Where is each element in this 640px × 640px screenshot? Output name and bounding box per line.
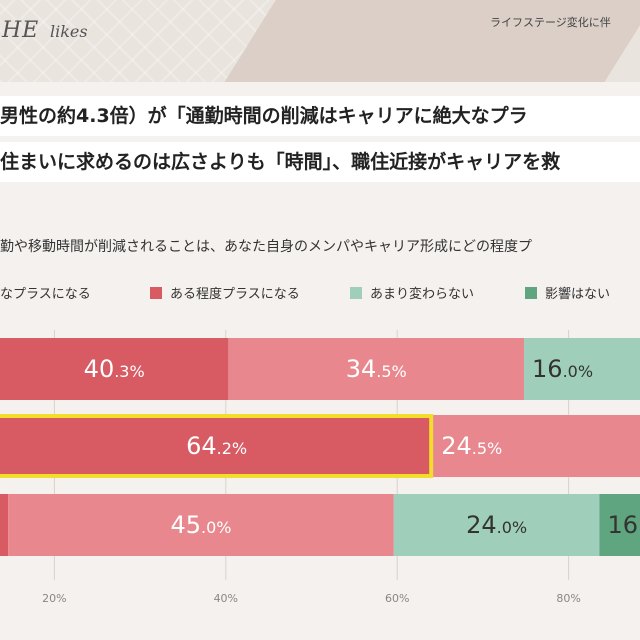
- bar-segment-no-change: [524, 338, 640, 400]
- legend-item-no-effect: 影響はない: [525, 286, 610, 304]
- bar-value-label: 16.: [607, 511, 640, 539]
- logo-sub: likes: [50, 22, 88, 41]
- logo: HE: [2, 18, 40, 43]
- legend-swatch-some-plus: [150, 287, 162, 299]
- header-banner: HE likes ライフステージ変化に伴: [0, 0, 640, 82]
- header-caption: ライフステージ変化に伴: [490, 16, 611, 29]
- bar-segment-great-plus: [0, 338, 229, 400]
- legend-label-some-plus: ある程度プラスになる: [170, 287, 300, 302]
- bar-segment-some-plus: [8, 494, 394, 556]
- survey-question: 勤や移動時間が削減されることは、あなた自身のメンパやキャリア形成にどの程度プ: [0, 239, 532, 255]
- legend-item-great-plus: なプラスになる: [0, 286, 91, 304]
- headline-2: 住まいに求めるのは広さよりも「時間」、職住近接がキャリアを救: [0, 142, 640, 182]
- x-tick-label: 20%: [42, 592, 66, 605]
- bar-segment-no-effect: [599, 494, 640, 556]
- highlight-frame: [0, 414, 434, 478]
- headline-1: 男性の約4.3倍）が「通勤時間の削減はキャリアに絶大なプラ: [0, 96, 640, 136]
- bar-segment-some-plus: [228, 338, 525, 400]
- bar-segment-great-plus: [0, 415, 434, 477]
- legend-label-great-plus: なプラスになる: [0, 287, 91, 302]
- x-tick-label: 40%: [214, 592, 238, 605]
- legend-swatch-no-effect: [525, 287, 537, 299]
- bar-value-label: 24.5%: [441, 432, 502, 460]
- legend-swatch-no-change: [350, 287, 362, 299]
- x-tick-label: 60%: [385, 592, 409, 605]
- bar-value-label: 24.0%: [466, 511, 527, 539]
- bar-value-label: 45.0%: [170, 511, 231, 539]
- bar-segment-great-plus: [0, 494, 9, 556]
- bar-value-label: 16.0%: [532, 355, 593, 383]
- x-tick-label: 80%: [556, 592, 580, 605]
- bar-value-label: 64.2%: [186, 432, 247, 460]
- bar-value-label: 40.3%: [84, 355, 145, 383]
- legend-item-some-plus: ある程度プラスになる: [150, 286, 300, 304]
- bar-value-label: 34.5%: [346, 355, 407, 383]
- legend-item-no-change: あまり変わらない: [350, 286, 474, 304]
- bar-segment-some-plus: [433, 415, 640, 477]
- legend-label-no-effect: 影響はない: [545, 287, 611, 302]
- legend-label-no-change: あまり変わらない: [370, 287, 475, 302]
- bar-segment-no-change: [393, 494, 600, 556]
